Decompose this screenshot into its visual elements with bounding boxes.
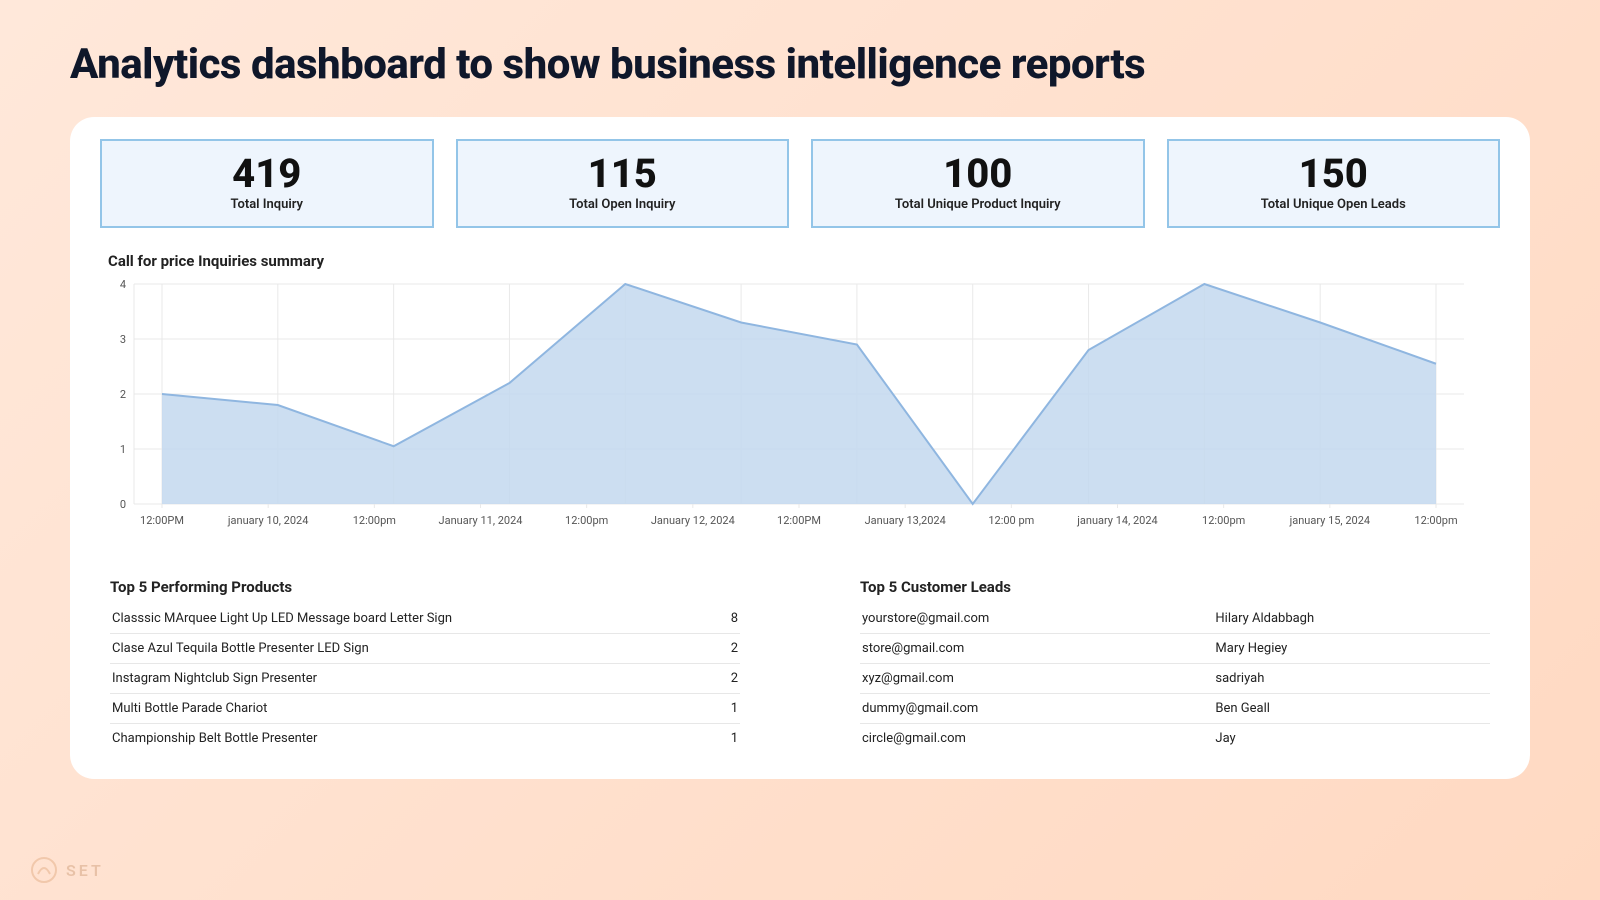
stat-card-unique-open-leads: 150 Total Unique Open Leads — [1167, 139, 1501, 228]
top-leads-table: yourstore@gmail.comHilary Aldabbaghstore… — [860, 604, 1490, 753]
lead-name: sadriyah — [1213, 664, 1490, 694]
top-leads-panel: Top 5 Customer Leads yourstore@gmail.com… — [860, 578, 1490, 753]
product-count: 2 — [680, 634, 740, 664]
lead-email: xyz@gmail.com — [860, 664, 1213, 694]
product-name: Championship Belt Bottle Presenter — [110, 724, 680, 754]
svg-text:4: 4 — [120, 280, 126, 291]
product-name: Clase Azul Tequila Bottle Presenter LED … — [110, 634, 680, 664]
svg-text:12:00PM: 12:00PM — [777, 514, 821, 527]
svg-text:12:00PM: 12:00PM — [140, 514, 184, 527]
table-row: yourstore@gmail.comHilary Aldabbagh — [860, 604, 1490, 634]
svg-text:12:00pm: 12:00pm — [1414, 514, 1457, 527]
stat-card-unique-product-inquiry: 100 Total Unique Product Inquiry — [811, 139, 1145, 228]
stat-label: Total Inquiry — [112, 197, 422, 212]
watermark: SET — [30, 856, 104, 884]
stat-value: 115 — [468, 153, 778, 195]
svg-text:12:00 pm: 12:00 pm — [988, 514, 1034, 527]
stats-row: 419 Total Inquiry 115 Total Open Inquiry… — [100, 139, 1500, 228]
top-products-panel: Top 5 Performing Products Classsic MArqu… — [110, 578, 740, 753]
svg-text:January 13,2024: January 13,2024 — [865, 514, 946, 527]
table-row: Multi Bottle Parade Chariot1 — [110, 694, 740, 724]
svg-text:3: 3 — [120, 333, 126, 346]
page-title: Analytics dashboard to show business int… — [70, 40, 1530, 89]
svg-text:January 11, 2024: January 11, 2024 — [439, 514, 523, 527]
lead-name: Hilary Aldabbagh — [1213, 604, 1490, 634]
stat-value: 100 — [823, 153, 1133, 195]
lead-name: Jay — [1213, 724, 1490, 754]
top-products-table: Classsic MArquee Light Up LED Message bo… — [110, 604, 740, 753]
watermark-icon — [30, 856, 58, 884]
table-row: Classsic MArquee Light Up LED Message bo… — [110, 604, 740, 634]
top-products-title: Top 5 Performing Products — [110, 578, 740, 596]
inquiries-chart: 0 1 2 3 4 12:00PM january 10, 2024 12:00pm Janua… — [100, 280, 1500, 542]
lead-email: circle@gmail.com — [860, 724, 1213, 754]
chart-title: Call for price Inquiries summary — [108, 252, 1500, 270]
product-count: 1 — [680, 724, 740, 754]
lead-email: yourstore@gmail.com — [860, 604, 1213, 634]
product-name: Classsic MArquee Light Up LED Message bo… — [110, 604, 680, 634]
svg-text:january 14, 2024: january 14, 2024 — [1076, 514, 1157, 527]
table-row: xyz@gmail.comsadriyah — [860, 664, 1490, 694]
stat-label: Total Unique Open Leads — [1179, 197, 1489, 212]
product-name: Instagram Nightclub Sign Presenter — [110, 664, 680, 694]
lead-name: Mary Hegiey — [1213, 634, 1490, 664]
stat-label: Total Open Inquiry — [468, 197, 778, 212]
lead-email: store@gmail.com — [860, 634, 1213, 664]
top-leads-title: Top 5 Customer Leads — [860, 578, 1490, 596]
stat-value: 150 — [1179, 153, 1489, 195]
svg-text:12:00pm: 12:00pm — [1202, 514, 1245, 527]
area-chart-svg: 0 1 2 3 4 12:00PM january 10, 2024 12:00pm Janua… — [100, 280, 1464, 538]
table-row: Instagram Nightclub Sign Presenter2 — [110, 664, 740, 694]
stat-card-total-open-inquiry: 115 Total Open Inquiry — [456, 139, 790, 228]
svg-text:january 15, 2024: january 15, 2024 — [1289, 514, 1370, 527]
product-count: 1 — [680, 694, 740, 724]
watermark-text: SET — [66, 861, 104, 880]
dashboard-panel: 419 Total Inquiry 115 Total Open Inquiry… — [70, 117, 1530, 779]
table-row: dummy@gmail.comBen Geall — [860, 694, 1490, 724]
svg-text:january 10, 2024: january 10, 2024 — [227, 514, 308, 527]
stat-label: Total Unique Product Inquiry — [823, 197, 1133, 212]
svg-text:12:00pm: 12:00pm — [353, 514, 396, 527]
lists-row: Top 5 Performing Products Classsic MArqu… — [100, 578, 1500, 753]
svg-text:0: 0 — [120, 498, 126, 511]
table-row: store@gmail.comMary Hegiey — [860, 634, 1490, 664]
svg-text:January 12, 2024: January 12, 2024 — [651, 514, 735, 527]
svg-text:12:00pm: 12:00pm — [565, 514, 608, 527]
table-row: circle@gmail.comJay — [860, 724, 1490, 754]
stat-value: 419 — [112, 153, 422, 195]
product-count: 8 — [680, 604, 740, 634]
lead-email: dummy@gmail.com — [860, 694, 1213, 724]
product-count: 2 — [680, 664, 740, 694]
stat-card-total-inquiry: 419 Total Inquiry — [100, 139, 434, 228]
table-row: Clase Azul Tequila Bottle Presenter LED … — [110, 634, 740, 664]
svg-text:2: 2 — [120, 388, 126, 401]
product-name: Multi Bottle Parade Chariot — [110, 694, 680, 724]
lead-name: Ben Geall — [1213, 694, 1490, 724]
svg-text:1: 1 — [120, 443, 126, 456]
table-row: Championship Belt Bottle Presenter1 — [110, 724, 740, 754]
